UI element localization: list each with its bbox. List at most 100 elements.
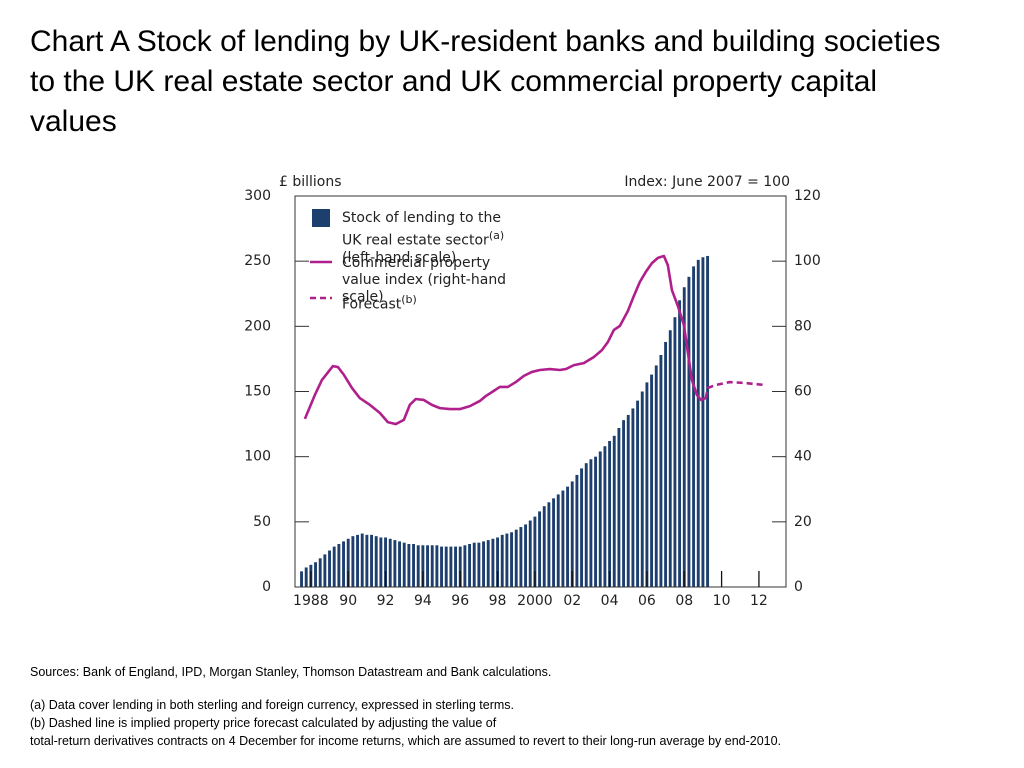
- bar: [561, 490, 565, 587]
- bar: [500, 534, 504, 587]
- x-tick-label: 04: [601, 593, 619, 609]
- bar: [654, 365, 658, 587]
- bar: [491, 538, 495, 587]
- y2-tick-label: 40: [794, 449, 812, 465]
- legend-scale: (right-hand scale): [342, 272, 507, 305]
- bar: [706, 255, 710, 587]
- y2-axis-label: Index: June 2007 = 100: [624, 174, 790, 190]
- bar: [547, 502, 551, 587]
- y-tick-label: 0: [262, 579, 271, 595]
- bar: [575, 474, 579, 587]
- bar: [374, 536, 378, 587]
- y2-tick-label: 80: [794, 318, 812, 334]
- x-tick-label: 06: [638, 593, 656, 609]
- y2-tick-label: 120: [794, 188, 821, 204]
- bar: [351, 536, 355, 587]
- chart-title: Chart A Stock of lending by UK-resident …: [30, 25, 941, 138]
- bar: [444, 546, 448, 587]
- bar: [360, 533, 364, 587]
- note: (a) Data cover lending in both sterling …: [30, 698, 515, 712]
- x-tick-label: 94: [414, 593, 432, 609]
- bar: [659, 355, 663, 587]
- bar: [384, 537, 387, 587]
- bar: [440, 546, 444, 587]
- bar: [304, 567, 308, 587]
- y-tick-label: 200: [244, 318, 271, 334]
- y-tick-label: 100: [244, 449, 271, 465]
- bar: [668, 330, 672, 587]
- bar: [673, 317, 677, 587]
- bar: [538, 511, 542, 587]
- bar: [365, 534, 369, 587]
- x-tick-label: 90: [339, 593, 357, 609]
- legend-swatch: [312, 209, 330, 227]
- bar: [388, 538, 392, 587]
- bar: [468, 543, 472, 587]
- bar: [682, 287, 686, 587]
- bar: [379, 537, 383, 587]
- bar: [332, 546, 336, 587]
- legend-note: (b): [401, 293, 417, 306]
- note: total-return derivatives contracts on 4 …: [30, 734, 782, 748]
- bar: [612, 435, 616, 587]
- x-tick-label: 08: [675, 593, 693, 609]
- bar: [650, 374, 654, 587]
- bar: [398, 541, 401, 587]
- x-tick-label: 1988: [293, 593, 329, 609]
- bar: [552, 498, 556, 587]
- bar: [617, 427, 621, 587]
- bar: [594, 456, 598, 587]
- bar: [528, 520, 532, 587]
- bar: [393, 540, 397, 587]
- y2-tick-label: 0: [794, 579, 803, 595]
- legend-label: Stock of lending to the UK real estate s…: [342, 210, 501, 249]
- bar: [519, 527, 523, 587]
- bar: [486, 540, 490, 587]
- bar: [337, 543, 341, 587]
- sources: Sources: Bank of England, IPD, Morgan St…: [30, 665, 552, 679]
- bar: [631, 408, 635, 587]
- line: [704, 380, 766, 399]
- bar: [598, 451, 602, 587]
- bar: [524, 524, 528, 587]
- bar: [622, 420, 626, 587]
- bar: [645, 382, 649, 587]
- x-tick-label: 12: [750, 593, 768, 609]
- bar: [454, 546, 458, 587]
- bar: [687, 276, 691, 587]
- bar: [584, 463, 588, 587]
- legend-label: Commercial property value index: [342, 255, 491, 288]
- bar: [696, 259, 700, 587]
- x-tick-label: 02: [563, 593, 581, 609]
- bar: [603, 446, 607, 587]
- y-tick-label: 150: [244, 384, 271, 400]
- bar: [692, 266, 696, 587]
- legend-entry: Commercial property value index (right-h…: [342, 255, 512, 306]
- x-tick-label: 92: [377, 593, 395, 609]
- bar: [608, 441, 612, 587]
- x-tick-label: 98: [489, 593, 507, 609]
- bar: [449, 546, 453, 587]
- bar: [356, 534, 359, 587]
- bar: [580, 468, 584, 587]
- legend-scale: (left-hand scale): [342, 249, 457, 266]
- bar: [636, 400, 640, 587]
- legend-entry: Stock of lending to the UK real estate s…: [342, 210, 512, 267]
- bar: [626, 414, 630, 587]
- x-tick-label: 96: [451, 593, 469, 609]
- bar: [477, 542, 481, 587]
- bar: [556, 494, 560, 587]
- bar: [664, 341, 668, 587]
- bar: [318, 558, 322, 587]
- legend-label: Forecast: [342, 296, 402, 313]
- y-tick-label: 300: [244, 188, 271, 204]
- y2-tick-label: 60: [794, 384, 812, 400]
- bar: [463, 545, 467, 587]
- legend-entry: Forecast(b): [342, 291, 512, 314]
- x-tick-label: 10: [713, 593, 731, 609]
- bar: [430, 545, 434, 587]
- bar: [407, 543, 411, 587]
- bar: [370, 534, 373, 587]
- x-tick-label: 2000: [517, 593, 553, 609]
